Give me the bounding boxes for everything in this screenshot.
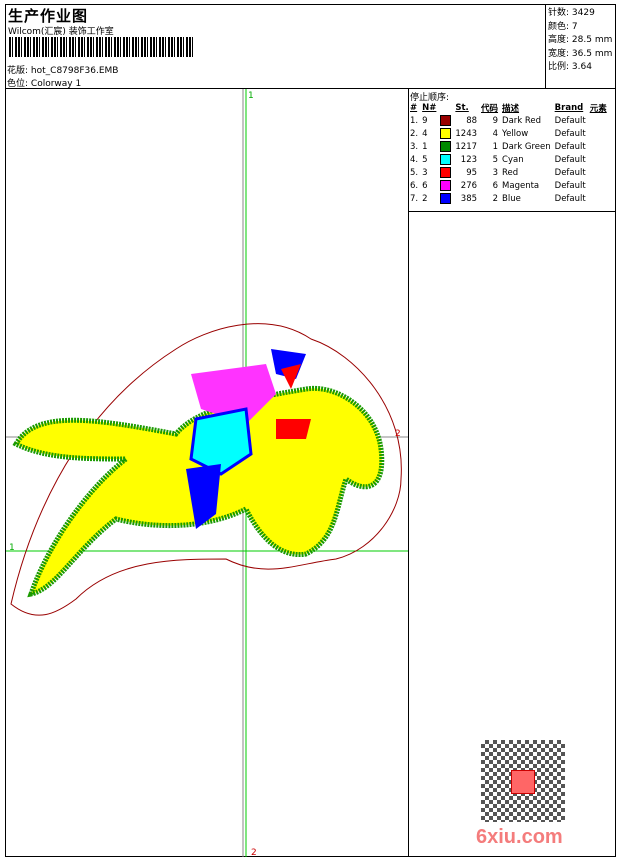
design-preview: 1 2 1 2 [6, 89, 408, 857]
cyan-fill [189, 407, 253, 476]
marker-right: 2 [395, 429, 401, 439]
stat-item: 颜色: 7 [548, 21, 578, 32]
table-row: 2. 4 1243 4 Yellow Default [410, 128, 586, 139]
blue-fill [186, 464, 221, 529]
table-row: 4. 5 123 5 Cyan Default [410, 154, 586, 165]
stat-item: 针数: 3429 [548, 8, 595, 18]
marker-left: 1 [9, 543, 15, 553]
divider [5, 88, 616, 89]
page-title: 生产作业图 [8, 7, 89, 25]
design-file: 花版: hot_C8798F36.EMB [7, 66, 119, 76]
stat-item: 比例: 3.64 [548, 62, 592, 72]
stamp [511, 770, 535, 794]
divider [545, 4, 546, 88]
color-swatch [440, 154, 452, 165]
watermark: 6xiu.com [476, 826, 563, 848]
column-header: # [410, 102, 418, 113]
column-header: 代码 [481, 103, 499, 114]
color-swatch [440, 167, 452, 178]
stat-item: 高度: 28.5 mm [548, 35, 613, 45]
color-swatch [440, 193, 452, 204]
company-name: Wilcom(汇宸) 装饰工作室 [8, 27, 114, 37]
red-fill [281, 364, 301, 389]
table-row: 5. 3 95 3 Red Default [410, 167, 586, 178]
stats-panel: 针数: 3429 颜色: 7 高度: 28.5 mm 宽度: 36.5 mm 比例: 3… [548, 5, 612, 73]
table-row: 7. 2 385 2 Blue Default [410, 193, 586, 204]
color-swatch [440, 180, 452, 191]
marker-bottom: 2 [251, 848, 257, 857]
color-swatch [440, 128, 452, 139]
qr-code [481, 740, 565, 822]
outline-path [10, 323, 402, 616]
color-swatch [440, 115, 452, 126]
color-swatch [440, 141, 452, 152]
stat-item: 宽度: 36.5 mm [548, 48, 613, 59]
magenta-fill [191, 364, 276, 424]
column-header: Brand [554, 102, 584, 113]
table-row: 3. 1 1217 1 Dark Green Default [410, 141, 586, 152]
column-header [438, 101, 453, 114]
colorway: 色位: Colorway 1 [7, 79, 82, 89]
stop-sequence-title: 停止顺序: [410, 93, 450, 103]
column-header: 描述 [502, 103, 520, 114]
red-fill [276, 419, 311, 439]
divider [408, 211, 616, 212]
marker-top: 1 [248, 91, 254, 101]
stop-sequence-table: # N# St. 代码 描述 Brand 元素 1. 9 88 9 Dark Red Default 2.… [408, 101, 609, 205]
divider [408, 88, 409, 857]
column-header: N# [422, 102, 437, 113]
page-frame [5, 4, 616, 857]
column-header: St. [455, 102, 469, 113]
table-row: 6. 6 276 6 Magenta Default [410, 180, 586, 191]
table-row: 1. 9 88 9 Dark Red Default [410, 115, 586, 126]
barcode [9, 37, 193, 57]
column-header: 元素 [589, 103, 607, 114]
